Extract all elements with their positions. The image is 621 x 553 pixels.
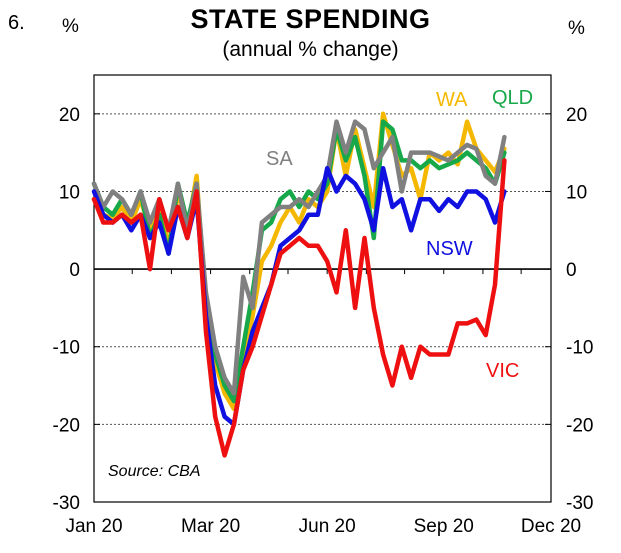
x-tick-label: Sep 20 <box>414 516 474 537</box>
series-label-wa: WA <box>436 89 468 111</box>
y-tick-label-left: -20 <box>53 415 80 436</box>
series-label-vic: VIC <box>486 360 519 382</box>
y-tick-label-right: 0 <box>566 260 577 281</box>
y-tick-label-left: 20 <box>59 105 80 126</box>
y-tick-label-left: -30 <box>53 493 80 514</box>
chart-subtitle: (annual % change) <box>222 38 399 61</box>
series-label-nsw: NSW <box>426 238 473 260</box>
y-axis-unit-right: % <box>568 18 585 39</box>
series-line-qld <box>91 119 507 404</box>
y-tick-label-right: -10 <box>566 338 593 359</box>
x-tick-label: Dec 20 <box>521 516 581 537</box>
x-tick-label: Jun 20 <box>299 516 356 537</box>
x-tick-label: Jan 20 <box>65 516 122 537</box>
series-line-nsw <box>91 165 507 427</box>
series-label-qld: QLD <box>492 87 533 109</box>
series-line-vic <box>91 158 507 458</box>
y-tick-label-left: 0 <box>69 260 80 281</box>
y-axis-unit-left: % <box>62 16 79 37</box>
y-tick-label-right: 20 <box>566 105 587 126</box>
figure-number: 6. <box>8 12 25 34</box>
y-tick-label-left: -10 <box>53 338 80 359</box>
x-tick-label: Mar 20 <box>181 516 240 537</box>
chart-title: STATE SPENDING <box>190 4 431 34</box>
y-tick-label-left: 10 <box>59 182 80 203</box>
y-tick-label-right: -30 <box>566 493 593 514</box>
source-note: Source: CBA <box>108 463 200 480</box>
y-tick-label-right: 10 <box>566 182 587 203</box>
plot-frame <box>93 74 552 503</box>
y-tick-label-right: -20 <box>566 415 593 436</box>
series-label-sa: SA <box>266 148 293 170</box>
